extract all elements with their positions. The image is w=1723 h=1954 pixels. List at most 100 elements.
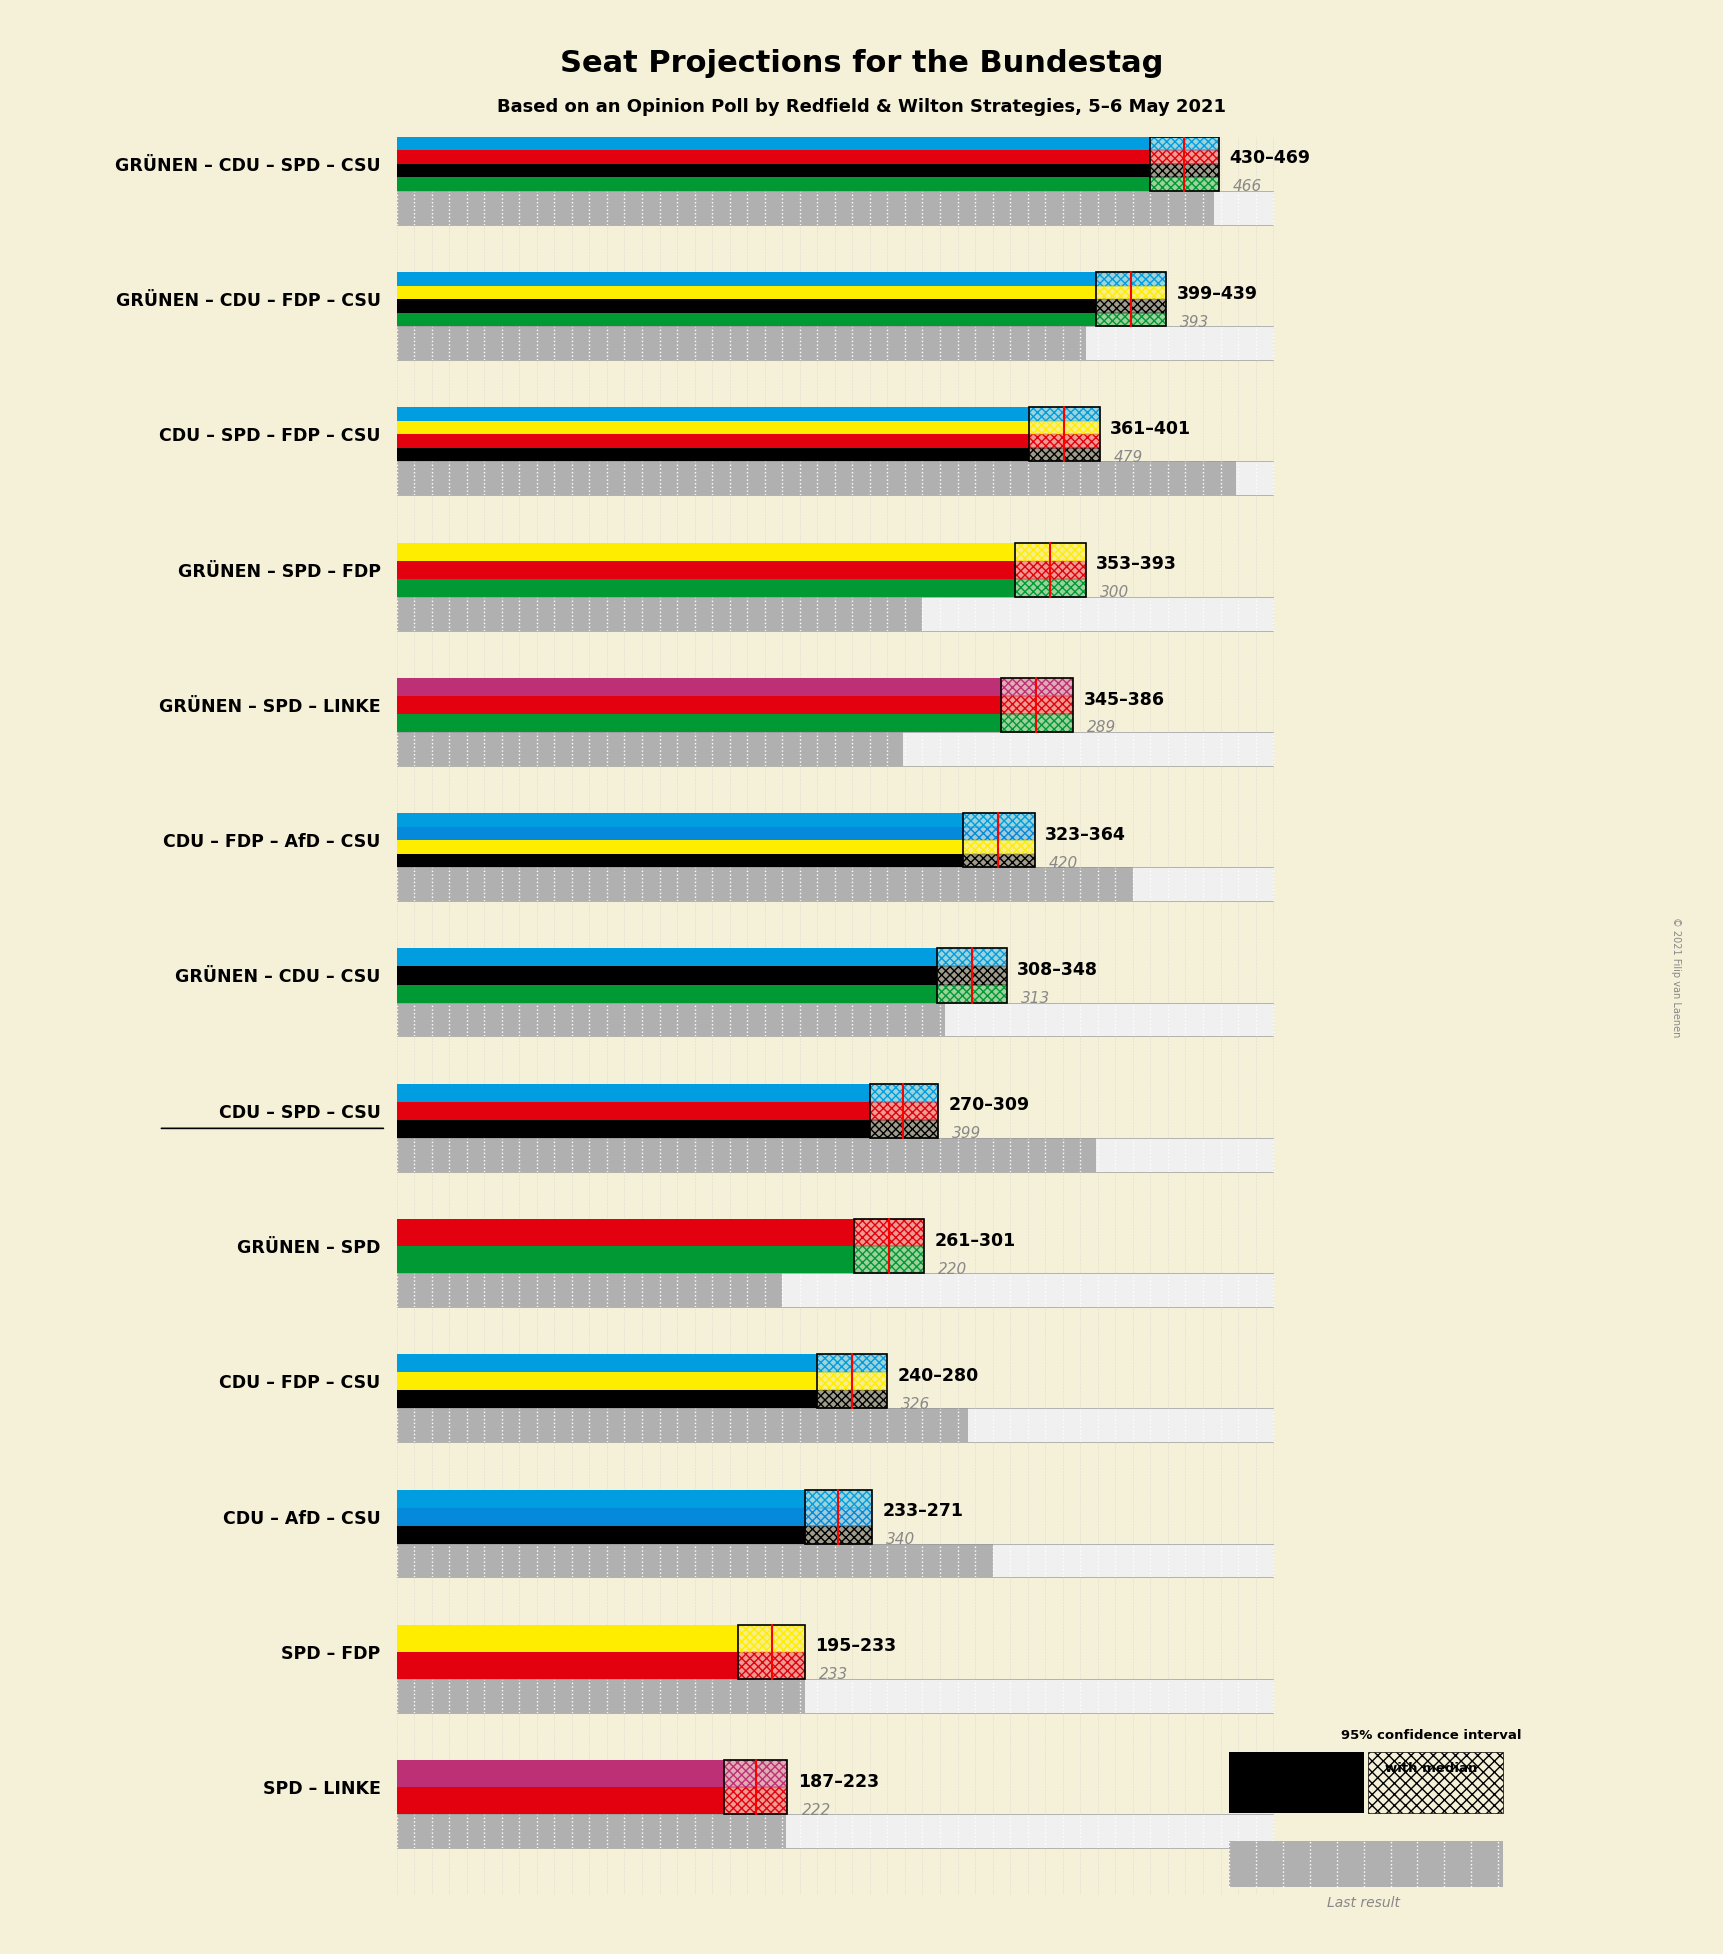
Bar [1149, 137, 1218, 191]
Bar [396, 326, 1272, 360]
Text: 393: 393 [1180, 315, 1210, 330]
Bar [396, 1489, 805, 1508]
Bar [817, 1354, 887, 1409]
Bar [853, 1247, 924, 1274]
Bar [396, 1508, 805, 1526]
Bar [1228, 1753, 1363, 1813]
Bar [1015, 578, 1085, 596]
Bar [1096, 285, 1165, 299]
Text: 399–439: 399–439 [1177, 285, 1258, 303]
Bar [396, 813, 961, 827]
Bar [1096, 272, 1165, 285]
Text: 233: 233 [818, 1667, 848, 1682]
Bar [1001, 713, 1073, 733]
Bar [870, 1084, 937, 1102]
Text: 308–348: 308–348 [1017, 961, 1098, 979]
Bar [396, 1274, 1272, 1307]
Bar [396, 150, 1149, 164]
Bar [724, 1761, 787, 1813]
Bar [1029, 406, 1099, 420]
Bar [1149, 178, 1218, 191]
Bar [396, 137, 1149, 150]
Bar [396, 1372, 817, 1391]
Bar [396, 596, 1272, 631]
Text: Based on an Opinion Poll by Redfield & Wilton Strategies, 5–6 May 2021: Based on an Opinion Poll by Redfield & W… [498, 98, 1225, 115]
Bar [853, 1219, 924, 1247]
Bar [396, 1137, 1272, 1172]
Bar [724, 1761, 787, 1788]
Bar [396, 178, 1149, 191]
Bar [737, 1626, 805, 1678]
Bar [1001, 696, 1073, 713]
Bar [396, 191, 1213, 225]
Bar [961, 854, 1034, 868]
Bar [870, 1102, 937, 1120]
Bar [396, 840, 961, 854]
Bar [396, 948, 936, 967]
Text: 479: 479 [1113, 449, 1142, 465]
Bar [396, 272, 1096, 285]
Bar [961, 854, 1034, 868]
Bar [1149, 137, 1218, 150]
Bar [961, 813, 1034, 868]
Text: 233–271: 233–271 [882, 1503, 963, 1520]
Bar [817, 1391, 887, 1409]
Bar [936, 967, 1006, 985]
Bar [396, 1247, 853, 1274]
Bar [396, 713, 1001, 733]
Bar [936, 948, 1006, 967]
Bar [805, 1489, 872, 1508]
Bar [1001, 678, 1073, 733]
Bar [396, 985, 936, 1002]
Text: 270–309: 270–309 [948, 1096, 1029, 1114]
Bar [396, 1544, 1272, 1577]
Text: 345–386: 345–386 [1084, 690, 1165, 709]
Bar [1149, 178, 1218, 191]
Bar [1149, 164, 1218, 178]
Bar [817, 1354, 887, 1372]
Bar [805, 1508, 872, 1526]
Bar [1096, 313, 1165, 326]
Text: 430–469: 430–469 [1228, 149, 1309, 168]
Bar [936, 985, 1006, 1002]
Bar [1096, 285, 1165, 299]
Bar [396, 1219, 853, 1247]
Bar [396, 1813, 786, 1848]
Bar [1228, 1841, 1502, 1888]
Bar [1029, 434, 1099, 447]
Bar [396, 299, 1096, 313]
Bar [805, 1526, 872, 1544]
Bar [1149, 137, 1218, 150]
Bar [737, 1651, 805, 1678]
Bar [396, 578, 1015, 596]
Bar [396, 1813, 1272, 1848]
Bar [396, 1002, 1272, 1036]
Text: 353–393: 353–393 [1096, 555, 1177, 573]
Bar [396, 868, 1272, 901]
Bar [396, 1084, 870, 1102]
Bar [961, 840, 1034, 854]
Bar [1096, 313, 1165, 326]
Bar [817, 1372, 887, 1391]
Bar [1096, 299, 1165, 313]
Bar [396, 733, 1272, 766]
Bar [396, 678, 1001, 696]
Text: 222: 222 [801, 1804, 830, 1817]
Bar [870, 1102, 937, 1120]
Bar [396, 447, 1029, 461]
Text: 326: 326 [901, 1397, 930, 1413]
Text: 300: 300 [1099, 584, 1129, 600]
Bar [961, 813, 1034, 827]
Text: 420: 420 [1048, 856, 1077, 871]
Text: Seat Projections for the Bundestag: Seat Projections for the Bundestag [560, 49, 1163, 78]
Bar [396, 1274, 782, 1307]
Bar [396, 1002, 944, 1036]
Text: 240–280: 240–280 [898, 1368, 979, 1385]
Bar [1001, 678, 1073, 696]
Bar [853, 1247, 924, 1274]
Text: © 2021 Filip van Laenen: © 2021 Filip van Laenen [1670, 916, 1680, 1038]
Bar [724, 1761, 787, 1788]
Bar [870, 1084, 937, 1137]
Bar [1029, 420, 1099, 434]
Bar [961, 840, 1034, 854]
